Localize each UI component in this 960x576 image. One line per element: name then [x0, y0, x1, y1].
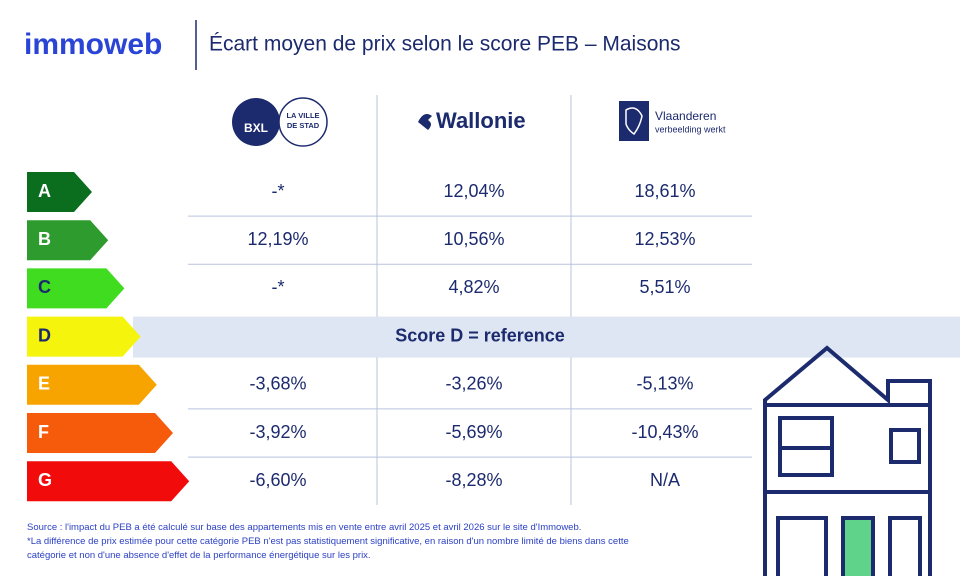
brand: immoweb — [24, 28, 162, 61]
energy-label-arrow — [27, 220, 109, 261]
table-cell: 10,56% — [443, 229, 504, 249]
table-cell: -3,92% — [249, 422, 306, 442]
rows: A -* 12,04% 18,61% B 12,19% 10,56% 12,53% C -* 4,8… — [27, 172, 960, 502]
house-window — [778, 416, 834, 450]
energy-label: A — [38, 181, 51, 201]
table-cell: -5,69% — [445, 422, 502, 442]
bxl-badge-text: BXL — [244, 121, 268, 135]
footer: Source : l'impact du PEB a été calculé s… — [27, 522, 629, 561]
bxl-ring — [278, 97, 328, 147]
table-cell: 12,19% — [247, 229, 308, 249]
table-cell: -6,60% — [249, 470, 306, 490]
title: Écart moyen de prix selon le score PEB –… — [209, 33, 681, 56]
house-door — [841, 516, 875, 576]
table-cell: 12,04% — [443, 181, 504, 201]
energy-label: G — [38, 470, 52, 490]
bxl-line1: LA VILLE — [286, 111, 319, 120]
vlaanderen-name: Vlaanderen — [655, 109, 716, 123]
footnote: *La différence de prix estimée pour cett… — [27, 536, 629, 547]
energy-label: C — [38, 277, 51, 297]
table-cell: -10,43% — [631, 422, 698, 442]
energy-label-arrow — [27, 413, 173, 453]
house-outline — [763, 345, 932, 576]
table-cell: -3,68% — [249, 374, 306, 394]
energy-label: B — [38, 229, 51, 249]
energy-label-arrow — [27, 316, 141, 357]
wallonie-emblem — [418, 114, 432, 130]
house-window — [888, 516, 922, 576]
energy-label-arrow — [27, 172, 92, 212]
reference-note: Score D = reference — [395, 325, 565, 345]
table-cell: 18,61% — [634, 181, 695, 201]
vlaanderen-tagline: verbeelding werkt — [655, 124, 726, 134]
table-cell: -* — [272, 277, 285, 297]
vlaanderen-emblem — [619, 101, 649, 141]
table-cell: -5,13% — [636, 374, 693, 394]
table-cell: 4,82% — [448, 277, 499, 297]
table-cell: 12,53% — [634, 229, 695, 249]
house-illustration — [763, 345, 932, 576]
house-window — [889, 428, 921, 464]
house-window — [776, 516, 828, 576]
table-cell: -* — [272, 181, 285, 201]
vlaanderen-lion — [625, 107, 643, 136]
energy-label-arrow — [27, 268, 125, 309]
energy-label-arrow — [27, 461, 190, 502]
table-cell: 5,51% — [639, 277, 690, 297]
footnote: Source : l'impact du PEB a été calculé s… — [27, 522, 581, 533]
energy-label: F — [38, 422, 49, 442]
bxl-line2: DE STAD — [287, 121, 320, 130]
footnote: catégorie et non d'une absence d'effet d… — [27, 550, 371, 561]
energy-label: D — [38, 325, 51, 345]
wallonie-name: Wallonie — [436, 108, 526, 133]
table-cell: -3,26% — [445, 374, 502, 394]
energy-label-arrow — [27, 364, 157, 405]
bxl-badge — [232, 98, 280, 146]
energy-label: E — [38, 374, 50, 394]
table-cell: -8,28% — [445, 470, 502, 490]
table-cell: N/A — [650, 470, 680, 490]
house-window — [778, 446, 834, 477]
